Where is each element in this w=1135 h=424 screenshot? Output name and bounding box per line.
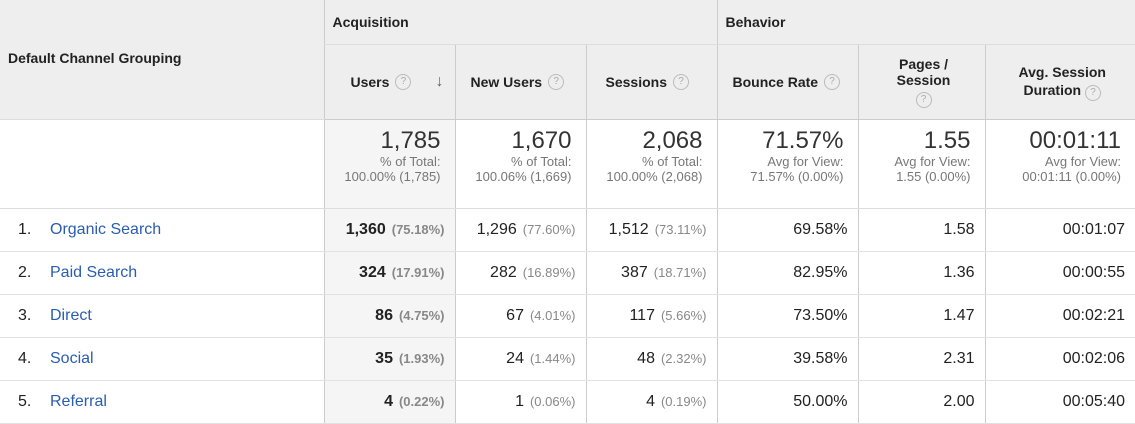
avg-session-duration-column-header[interactable]: Avg. Session Duration ? [984,44,1135,120]
avg-duration-cell: 00:01:07 [984,208,1135,252]
row-index: 1. [18,221,32,238]
sessions-cell: 4 (0.19%) [585,380,717,424]
users-cell: 35 (1.93%) [323,337,455,381]
sessions-cell: 1,512 (73.11%) [585,208,717,252]
channel-link[interactable]: Referral [50,393,107,410]
channel-cell: 4. Social [0,337,324,381]
bounce-rate-cell: 39.58% [716,337,858,381]
bounce-rate-cell: 73.50% [716,294,858,338]
help-icon[interactable]: ? [1084,84,1101,101]
avg-duration-cell: 00:00:55 [984,251,1135,295]
new-users-cell: 24 (1.44%) [454,337,586,381]
users-cell: 4 (0.22%) [323,380,455,424]
total-sessions: 2,068 % of Total: 100.00% (2,068) [585,119,717,209]
users-cell: 86 (4.75%) [323,294,455,338]
bounce-rate-cell: 50.00% [716,380,858,424]
acquisition-group-header: Acquisition [323,0,717,45]
sessions-cell: 387 (18.71%) [585,251,717,295]
help-icon[interactable]: ? [824,74,841,90]
totals-label-cell [0,119,324,209]
bounce-rate-column-header[interactable]: Bounce Rate? [716,44,858,120]
dimension-header[interactable]: Default Channel Grouping [0,0,324,120]
users-cell: 324 (17.91%) [323,251,455,295]
channel-cell: 2. Paid Search [0,251,324,295]
pages-session-cell: 1.36 [857,251,985,295]
sort-descending-icon[interactable]: ↓ [435,73,444,90]
pages-session-cell: 1.58 [857,208,985,252]
new-users-cell: 67 (4.01%) [454,294,586,338]
new-users-cell: 1,296 (77.60%) [454,208,586,252]
bounce-rate-cell: 69.58% [716,208,858,252]
pages-session-cell: 2.31 [857,337,985,381]
sessions-cell: 48 (2.32%) [585,337,717,381]
row-index: 3. [18,307,32,324]
avg-duration-cell: 00:02:06 [984,337,1135,381]
pages-session-cell: 1.47 [857,294,985,338]
channel-link[interactable]: Social [50,350,94,367]
table-row: 2. Paid Search 324 (17.91%) 282 (16.89%) 38… [0,251,1135,295]
table-row: 3. Direct 86 (4.75%) 67 (4.01%) 117 (5.66%) … [0,294,1135,338]
row-index: 2. [18,264,32,281]
help-icon[interactable]: ? [548,74,565,90]
table-row: 5. Referral 4 (0.22%) 1 (0.06%) 4 (0.19%) 50… [0,380,1135,424]
sessions-column-header[interactable]: Sessions? [585,44,717,120]
bounce-rate-cell: 82.95% [716,251,858,295]
channel-cell: 5. Referral [0,380,324,424]
help-icon[interactable]: ? [915,92,932,108]
pages-session-cell: 2.00 [857,380,985,424]
channel-link[interactable]: Paid Search [50,264,138,281]
users-cell: 1,360 (75.18%) [323,208,455,252]
new-users-column-header[interactable]: New Users? [454,44,586,120]
total-users: 1,785 % of Total: 100.00% (1,785) [323,119,455,209]
channel-cell: 3. Direct [0,294,324,338]
row-index: 4. [18,350,32,367]
help-icon[interactable]: ? [395,74,412,90]
totals-row: 1,785 % of Total: 100.00% (1,785) 1,670 … [0,119,1135,209]
table-row: 1. Organic Search 1,360 (75.18%) 1,296 (77.… [0,208,1135,252]
total-bounce-rate: 71.57% Avg for View: 71.57% (0.00%) [716,119,858,209]
pages-session-column-header[interactable]: Pages / Session? [857,44,985,120]
users-column-header[interactable]: Users ? ↓ [323,44,455,120]
total-new-users: 1,670 % of Total: 100.06% (1,669) [454,119,586,209]
table-row: 4. Social 35 (1.93%) 24 (1.44%) 48 (2.32%) 3… [0,337,1135,381]
avg-duration-cell: 00:02:21 [984,294,1135,338]
total-avg-duration: 00:01:11 Avg for View: 00:01:11 (0.00%) [984,119,1135,209]
avg-duration-cell: 00:05:40 [984,380,1135,424]
new-users-cell: 1 (0.06%) [454,380,586,424]
sessions-cell: 117 (5.66%) [585,294,717,338]
total-pages-session: 1.55 Avg for View: 1.55 (0.00%) [857,119,985,209]
row-index: 5. [18,393,32,410]
channel-link[interactable]: Direct [50,307,92,324]
channel-link[interactable]: Organic Search [50,221,162,238]
new-users-cell: 282 (16.89%) [454,251,586,295]
behavior-group-header: Behavior [716,0,1135,45]
help-icon[interactable]: ? [672,74,689,90]
channel-cell: 1. Organic Search [0,208,324,252]
